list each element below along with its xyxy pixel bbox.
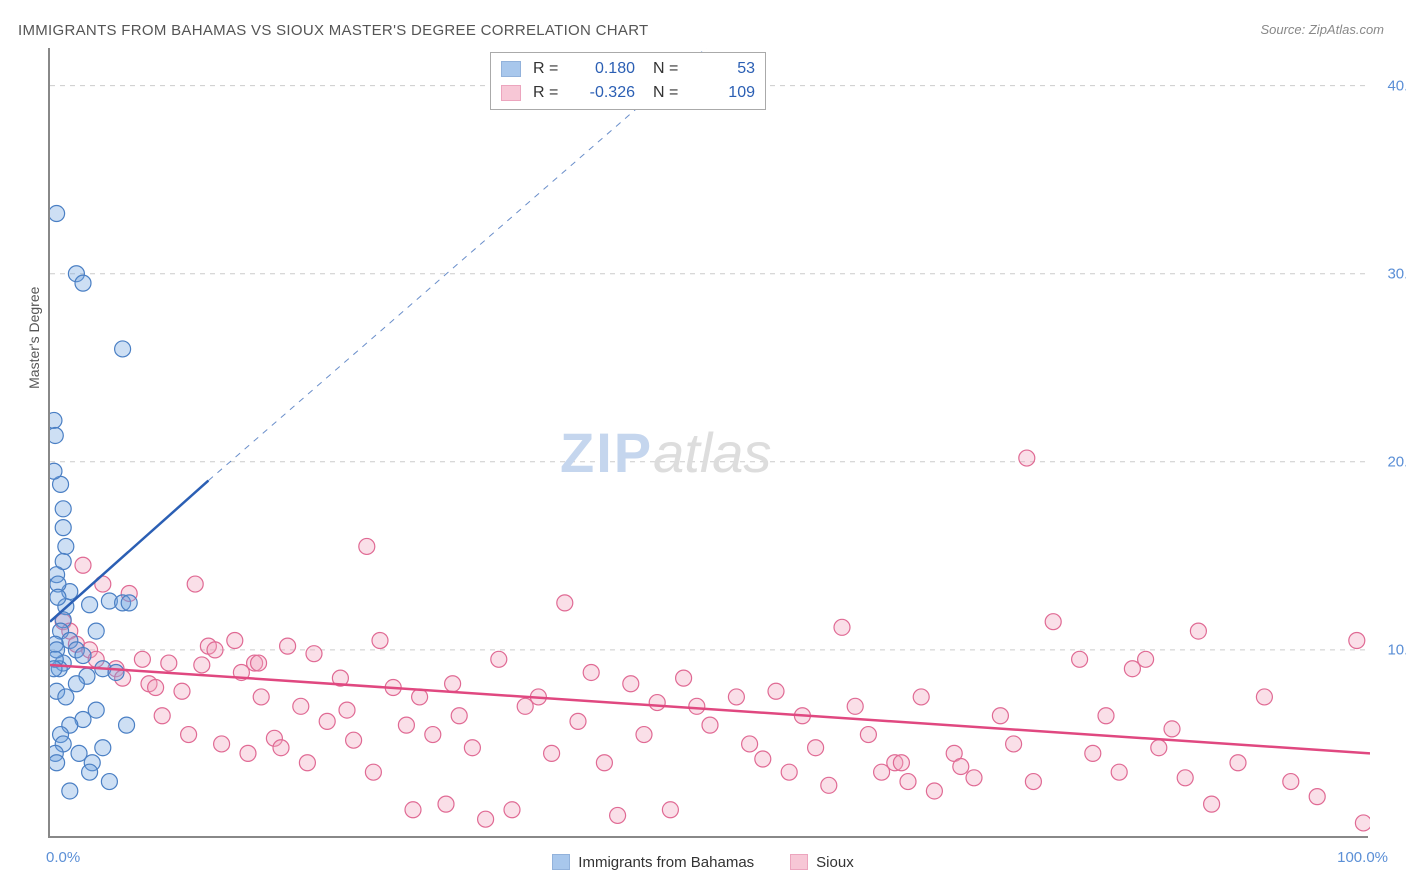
y-tick-label: 10.0% xyxy=(1387,641,1406,658)
stats-row: R = 0.180 N = 53 xyxy=(501,57,755,81)
y-tick-label: 30.0% xyxy=(1387,265,1406,282)
legend-item: Immigrants from Bahamas xyxy=(552,854,754,871)
legend-swatch-icon xyxy=(790,854,808,870)
stat-n-value: 53 xyxy=(697,57,755,81)
stat-r-label: R = xyxy=(533,81,569,105)
stats-box: R = 0.180 N = 53 R = -0.326 N = 109 xyxy=(490,52,766,110)
stat-r-label: R = xyxy=(533,57,569,81)
y-tick-label: 40.0% xyxy=(1387,77,1406,94)
legend-swatch-icon xyxy=(552,854,570,870)
y-axis-label: Master's Degree xyxy=(26,287,42,389)
stat-n-label: N = xyxy=(653,57,689,81)
chart-title: IMMIGRANTS FROM BAHAMAS VS SIOUX MASTER'… xyxy=(18,22,649,39)
scatter-plot-svg xyxy=(50,48,1370,838)
stat-r-value: 0.180 xyxy=(577,57,635,81)
plot-area: 0.0% 100.0% 10.0%20.0%30.0%40.0% xyxy=(48,48,1368,838)
stats-row: R = -0.326 N = 109 xyxy=(501,81,755,105)
legend-item: Sioux xyxy=(790,854,854,871)
legend-label: Sioux xyxy=(816,854,854,871)
chart-container: IMMIGRANTS FROM BAHAMAS VS SIOUX MASTER'… xyxy=(0,0,1406,892)
stat-r-value: -0.326 xyxy=(577,81,635,105)
legend-swatch-icon xyxy=(501,61,521,77)
source-label: Source: ZipAtlas.com xyxy=(1260,22,1384,37)
stat-n-value: 109 xyxy=(697,81,755,105)
legend-swatch-icon xyxy=(501,85,521,101)
stat-n-label: N = xyxy=(653,81,689,105)
legend-label: Immigrants from Bahamas xyxy=(578,854,754,871)
legend: Immigrants from Bahamas Sioux xyxy=(0,854,1406,875)
y-tick-label: 20.0% xyxy=(1387,453,1406,470)
